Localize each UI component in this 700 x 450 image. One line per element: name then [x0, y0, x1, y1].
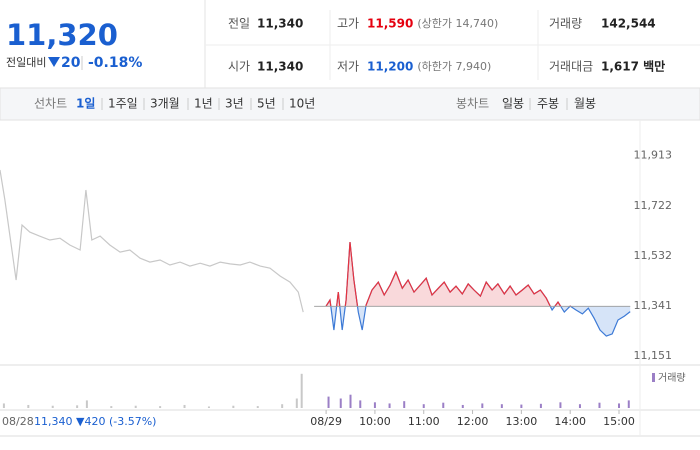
- volume-bar: [110, 406, 113, 408]
- stat-value: 142,544: [601, 17, 656, 31]
- volume-bar: [422, 404, 425, 408]
- y-tick-label: 11,151: [634, 349, 673, 362]
- period-tab[interactable]: 1년: [194, 97, 213, 111]
- period-tab[interactable]: 5년: [257, 97, 276, 111]
- down-arrow: [48, 57, 60, 67]
- annotation: 11,340 ▼420 (-3.57%): [34, 415, 156, 428]
- candle-tab[interactable]: 월봉: [574, 97, 596, 111]
- x-tick-label: 08/29: [310, 415, 342, 428]
- volume-bar: [295, 398, 298, 408]
- volume-bar: [559, 402, 562, 408]
- stat-label: 시가: [228, 60, 250, 74]
- volume-bar: [134, 405, 137, 408]
- toolbar-label: 선차트: [34, 97, 67, 111]
- x-tick-label: 15:00: [603, 415, 635, 428]
- volume-bar: [373, 402, 376, 408]
- stat-label: 거래량: [549, 17, 582, 31]
- volume-bar: [2, 403, 5, 408]
- x-tick-label: 12:00: [457, 415, 489, 428]
- volume-bar: [339, 398, 342, 408]
- volume-bar: [327, 396, 330, 408]
- price-line: [0, 169, 304, 313]
- x-tick-label: 14:00: [554, 415, 586, 428]
- change-rate: -0.18%: [88, 55, 142, 71]
- x-tick-label: 10:00: [359, 415, 391, 428]
- stat-note: (하한가 7,940): [417, 59, 491, 73]
- period-tab[interactable]: 3개월: [150, 97, 180, 111]
- stats: 전일 11,340 고가 11,590 (상한가 14,740) 거래량 142,544 시가…: [228, 17, 665, 74]
- volume-bar: [256, 406, 259, 408]
- toolbar: [0, 87, 700, 121]
- volume-bar: [207, 406, 210, 408]
- volume-bar: [481, 403, 484, 408]
- volume-bar: [51, 405, 54, 408]
- volume-bar: [442, 402, 445, 408]
- volume-bar: [539, 403, 542, 408]
- stat-value: 11,590: [367, 17, 413, 31]
- stat-note: (상한가 14,740): [417, 17, 498, 30]
- change-label: 전일대비: [6, 55, 46, 69]
- candle-tab[interactable]: 주봉: [537, 97, 559, 111]
- volume-bar: [76, 405, 79, 408]
- stat-value: 1,617 백만: [601, 59, 665, 74]
- change: 20: [61, 55, 81, 71]
- stat-label: 고가: [337, 17, 359, 31]
- volume-bar: [349, 394, 352, 408]
- volume-bar: [85, 400, 88, 408]
- period-tab[interactable]: 3년: [225, 97, 244, 111]
- x-tick-label: 11:00: [408, 415, 440, 428]
- y-tick-label: 11,913: [634, 149, 673, 162]
- volume-bar: [281, 404, 284, 408]
- volume-bar: [159, 406, 162, 408]
- volume-bar: [627, 400, 630, 408]
- area-fill-down: [326, 306, 631, 337]
- stat-value: 11,340: [257, 17, 303, 31]
- toolbar-label: 봉차트: [456, 97, 489, 111]
- y-tick-label: 11,722: [634, 199, 673, 212]
- x-tick-label: 13:00: [506, 415, 538, 428]
- volume-bar: [500, 404, 503, 408]
- stat-label: 저가: [337, 60, 359, 74]
- y-tick-label: 11,341: [634, 299, 673, 312]
- volume-bar: [232, 405, 235, 408]
- stat-label: 거래대금: [549, 60, 593, 74]
- period-tab[interactable]: 1일: [76, 97, 95, 111]
- volume-bar: [27, 404, 30, 408]
- period-tab[interactable]: 1주일: [108, 97, 138, 111]
- price-line-up: [325, 242, 572, 307]
- candle-tab[interactable]: 일봉: [502, 97, 524, 111]
- period-tab[interactable]: 10년: [289, 97, 315, 111]
- stat-value: 11,340: [257, 60, 303, 74]
- stat-label: 전일: [228, 17, 250, 31]
- volume-bar: [520, 404, 523, 408]
- volume-bar: [461, 404, 464, 408]
- volume-bar: [359, 400, 362, 408]
- toolbar-items: 선차트 1일 1주일 3개월 1년 3년 5년 10년 봉차트 일봉 주봉 월봉: [34, 97, 596, 111]
- current-price: 11,320: [6, 18, 118, 52]
- volume-bar: [598, 402, 601, 408]
- volume-bar: [183, 404, 186, 408]
- volume-label: 거래량: [658, 372, 686, 384]
- stat-value: 11,200: [367, 60, 413, 74]
- volume-bar: [388, 403, 391, 408]
- y-tick-label: 11,532: [634, 249, 673, 262]
- chart: 11,913 11,722 11,532 11,341 11,151 08/29 10:00…: [0, 149, 686, 428]
- volume-legend-swatch: [652, 373, 655, 382]
- volume-bar: [618, 403, 621, 408]
- annotation: 08/28: [2, 415, 34, 428]
- volume-bar: [578, 404, 581, 408]
- volume-bar: [403, 401, 406, 408]
- volume-bar: [300, 373, 303, 408]
